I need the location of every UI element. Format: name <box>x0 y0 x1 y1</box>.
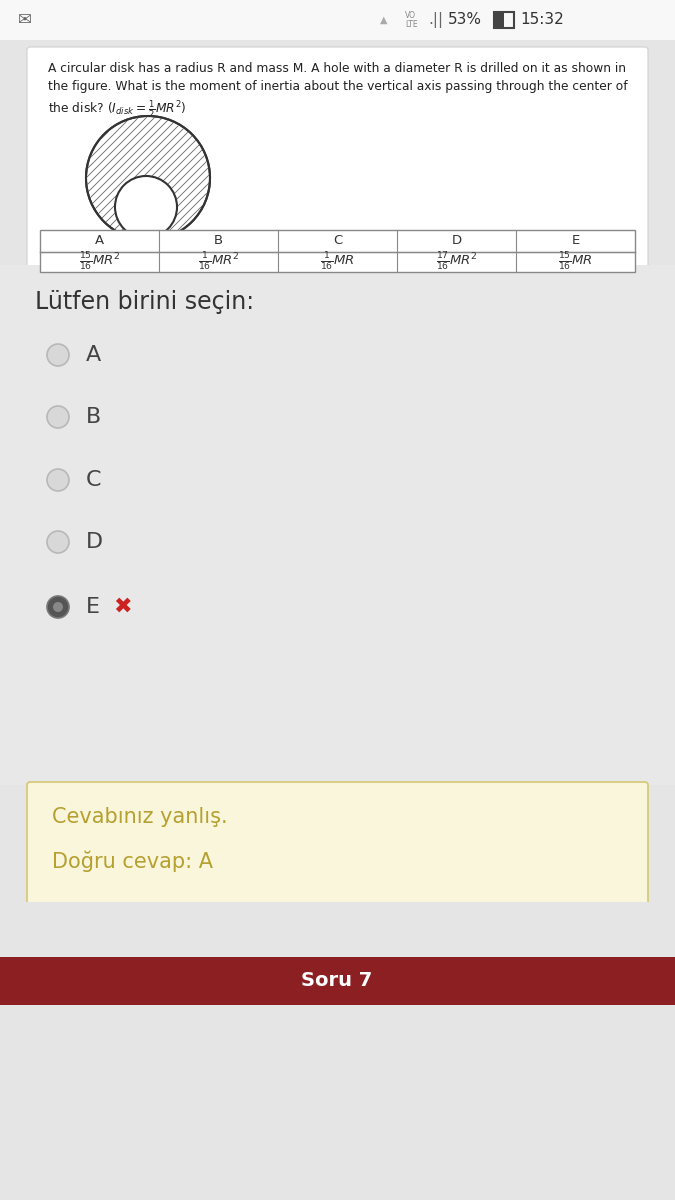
Text: A: A <box>86 346 101 365</box>
Bar <box>40 230 635 272</box>
Text: $\frac{1}{16}MR$: $\frac{1}{16}MR$ <box>320 251 355 274</box>
Text: 15:32: 15:32 <box>520 12 564 28</box>
Text: Lütfen birini seçin:: Lütfen birini seçin: <box>35 290 254 314</box>
Bar <box>0 265 675 785</box>
Text: .||: .|| <box>428 12 443 28</box>
Text: A circular disk has a radius R and mass M. A hole with a diameter R is drilled o: A circular disk has a radius R and mass … <box>48 62 626 74</box>
Bar <box>0 0 675 40</box>
Text: C: C <box>86 470 101 490</box>
Text: D: D <box>452 234 462 247</box>
Circle shape <box>47 530 69 553</box>
Text: D: D <box>86 532 103 552</box>
Text: ✉: ✉ <box>18 11 32 29</box>
Text: ▲: ▲ <box>380 14 387 25</box>
Text: B: B <box>86 407 101 427</box>
Circle shape <box>47 344 69 366</box>
FancyBboxPatch shape <box>27 47 648 283</box>
Bar <box>494 12 514 28</box>
Text: Soru 7: Soru 7 <box>301 972 373 990</box>
Text: $\frac{1}{16}MR^2$: $\frac{1}{16}MR^2$ <box>198 251 240 274</box>
Text: $\frac{17}{16}MR^2$: $\frac{17}{16}MR^2$ <box>435 251 477 274</box>
Circle shape <box>53 602 63 612</box>
Text: the disk? ($I_{disk} = \frac{1}{2}MR^2$): the disk? ($I_{disk} = \frac{1}{2}MR^2$) <box>48 98 186 120</box>
Circle shape <box>115 176 177 238</box>
Circle shape <box>86 116 210 240</box>
Bar <box>0 1006 675 1200</box>
Text: $\frac{15}{16}MR$: $\frac{15}{16}MR$ <box>558 251 593 274</box>
Bar <box>0 958 675 1006</box>
Text: C: C <box>333 234 342 247</box>
Circle shape <box>47 596 69 618</box>
Text: VO
LTE: VO LTE <box>405 11 418 29</box>
Text: Cevabınız yanlış.: Cevabınız yanlış. <box>52 806 227 827</box>
Text: the figure. What is the moment of inertia about the vertical axis passing throug: the figure. What is the moment of inerti… <box>48 80 628 92</box>
Text: B: B <box>214 234 223 247</box>
Text: A: A <box>95 234 104 247</box>
Text: ✖: ✖ <box>113 596 132 617</box>
Text: E: E <box>571 234 580 247</box>
Text: E: E <box>86 596 100 617</box>
Bar <box>0 902 675 960</box>
Bar <box>495 13 504 26</box>
FancyBboxPatch shape <box>27 782 648 908</box>
Circle shape <box>47 406 69 428</box>
Text: 53%: 53% <box>448 12 482 28</box>
Text: $\frac{15}{16}MR^2$: $\frac{15}{16}MR^2$ <box>78 251 120 274</box>
Text: Doğru cevap: A: Doğru cevap: A <box>52 850 213 871</box>
Circle shape <box>47 469 69 491</box>
